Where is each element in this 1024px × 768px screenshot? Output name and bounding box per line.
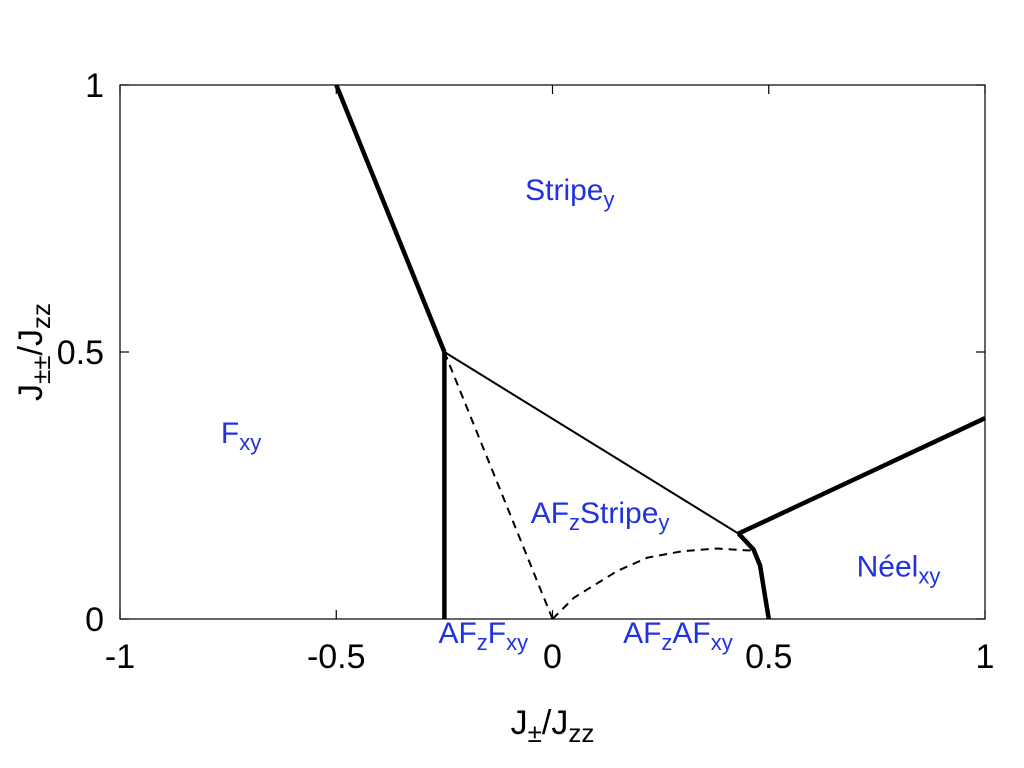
x-axis-label-part: ± bbox=[528, 718, 542, 748]
x-tick-label: 1 bbox=[976, 638, 995, 676]
phase-region-label-part: xy bbox=[711, 630, 733, 655]
x-axis-label: J±/Jzz bbox=[511, 704, 595, 748]
y-tick-label: 1 bbox=[85, 67, 104, 105]
phase-region-label: Fxy bbox=[221, 417, 261, 455]
phase-region-label-part: z bbox=[569, 510, 580, 535]
x-tick-label: -0.5 bbox=[307, 638, 366, 676]
y-axis-label-part: zz bbox=[26, 303, 56, 329]
phase-region-label-part: AF bbox=[672, 617, 710, 650]
phase-region-label-part: F bbox=[488, 617, 506, 650]
plot-frame bbox=[119, 84, 986, 620]
phase-region-label-part: z bbox=[661, 630, 672, 655]
labels-layer: J±/JzzJ±±/JzzStripeyFxyAFzStripeyNéelxyA… bbox=[12, 174, 940, 748]
phase-region-label-part: Stripe bbox=[580, 497, 658, 530]
phase-boundary-thin bbox=[443, 351, 740, 535]
phase-region-label-part: xy bbox=[506, 630, 528, 655]
phase-region-label-part: y bbox=[658, 510, 669, 535]
y-tick-label: 0.5 bbox=[57, 334, 104, 372]
phase-region-label-part: Stripe bbox=[525, 174, 603, 207]
y-axis-label: J±±/Jzz bbox=[12, 303, 56, 401]
phase-region-label: AFzAFxy bbox=[623, 617, 733, 655]
x-axis-label-part: J bbox=[511, 704, 528, 742]
phase-region-label-part: xy bbox=[918, 563, 940, 588]
phase-region-label-part: y bbox=[603, 187, 614, 212]
phase-boundary-dashed bbox=[443, 351, 554, 620]
phase-boundary-thick bbox=[334, 84, 447, 353]
y-tick-label: 0 bbox=[85, 601, 104, 639]
x-tick-label: -1 bbox=[105, 638, 135, 676]
phase-region-label-part: Néel bbox=[857, 550, 919, 583]
x-tick-label: 0 bbox=[543, 638, 562, 676]
phase-region-label-part: AF bbox=[623, 617, 661, 650]
y-axis-label-part: ±± bbox=[26, 355, 56, 384]
phase-region-label: AFzStripey bbox=[531, 497, 670, 535]
phase-region-label: AFzFxy bbox=[438, 617, 528, 655]
phase-region-label-part: z bbox=[477, 630, 488, 655]
phase-boundary-thick bbox=[737, 416, 986, 536]
axes-layer: -1 -0.5 0 0.5 1 0 0.5 1 bbox=[57, 67, 995, 676]
phase-region-label-part: F bbox=[221, 417, 239, 450]
y-axis-label-part: J bbox=[12, 384, 50, 401]
phase-region-label-part: xy bbox=[239, 430, 261, 455]
series-layer bbox=[334, 84, 986, 620]
phase-region-label: Néelxy bbox=[857, 550, 941, 588]
phase-region-label: Stripey bbox=[525, 174, 614, 212]
phase-boundary-thick bbox=[736, 532, 772, 620]
x-axis-label-part: /J bbox=[542, 704, 568, 742]
x-axis-label-part: zz bbox=[568, 718, 594, 748]
x-tick-label: 0.5 bbox=[745, 638, 792, 676]
phase-region-label-part: AF bbox=[438, 617, 476, 650]
phase-region-label-part: AF bbox=[531, 497, 569, 530]
y-axis-label-part: /J bbox=[12, 329, 50, 355]
phase-boundary-dashed bbox=[551, 547, 752, 620]
